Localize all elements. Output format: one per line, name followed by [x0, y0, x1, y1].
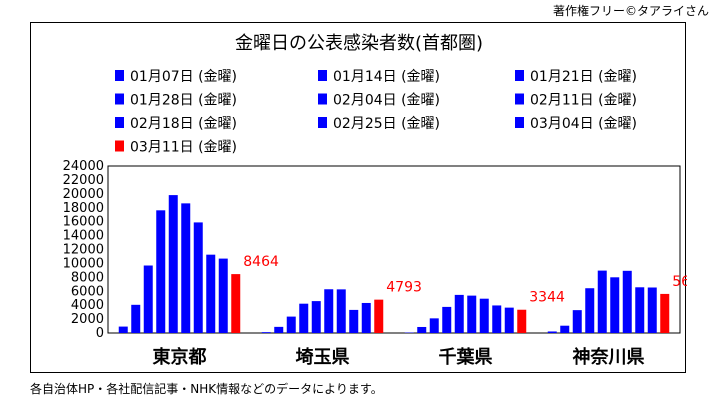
bar	[572, 310, 582, 333]
bar	[610, 277, 620, 333]
bar	[597, 270, 607, 333]
bar	[442, 306, 452, 333]
bar	[218, 258, 228, 333]
x-category-label: 千葉県	[439, 347, 493, 368]
bar	[635, 287, 645, 333]
y-tick-label: 14000	[63, 229, 104, 244]
bar	[467, 295, 477, 333]
legend-swatch	[318, 93, 327, 105]
bar	[324, 289, 334, 333]
bar	[349, 309, 359, 333]
y-tick-label: 20000	[63, 187, 104, 202]
legend-label: 01月14日 (金曜)	[333, 69, 440, 85]
y-tick-label: 4000	[71, 298, 104, 313]
bar	[231, 274, 241, 333]
bar	[492, 305, 502, 333]
bar	[299, 303, 309, 333]
legend: 01月07日 (金曜) 01月14日 (金曜) 01月21日 (金曜) 01月28日 …	[115, 69, 637, 156]
bar	[517, 309, 527, 333]
bar	[622, 270, 632, 333]
credit-text: 著作権フリー©タアライさん	[552, 4, 709, 18]
bar	[647, 287, 657, 333]
bar	[286, 316, 296, 333]
y-tick-label: 6000	[71, 284, 104, 299]
plot-area	[107, 165, 681, 334]
bar-chart: 金曜日の公表感染者数(首都圏) 01月07日 (金曜) 01月14日 (金曜) 01…	[63, 33, 687, 368]
bar	[274, 326, 284, 333]
bar	[585, 288, 595, 333]
bar	[560, 325, 570, 333]
bar	[118, 326, 128, 333]
legend-swatch	[115, 93, 124, 105]
y-tick-label: 12000	[63, 243, 104, 258]
bar	[181, 203, 191, 333]
y-tick-label: 22000	[63, 173, 104, 188]
legend-swatch	[318, 70, 327, 81]
bar	[206, 254, 216, 333]
footnote-text: 各自治体HP・各社配信記事・NHK情報などのデータによります。	[30, 382, 383, 396]
chart-frame: 金曜日の公表感染者数(首都圏) 01月07日 (金曜) 01月14日 (金曜) 01…	[30, 22, 687, 373]
legend-label: 03月04日 (金曜)	[530, 116, 637, 132]
y-tick-label: 2000	[71, 312, 104, 327]
bar	[143, 265, 153, 333]
bar	[131, 304, 141, 333]
y-axis: 0200040006000800010000120001400016000180…	[63, 159, 681, 341]
y-tick-label: 10000	[63, 256, 104, 271]
legend-swatch	[115, 117, 124, 128]
bar	[156, 210, 166, 333]
legend-label: 02月04日 (金曜)	[333, 93, 440, 109]
bar	[261, 332, 271, 333]
bar	[660, 293, 670, 333]
legend-label: 01月28日 (金曜)	[130, 93, 237, 109]
legend-swatch	[515, 117, 524, 128]
bars: 8464 4793 3344 5617	[118, 195, 687, 333]
y-tick-label: 24000	[63, 159, 104, 174]
bar	[374, 299, 384, 333]
legend-swatch	[318, 117, 327, 128]
x-category-label: 東京都	[153, 346, 207, 368]
bar	[168, 195, 178, 333]
x-category-label: 埼玉県	[296, 346, 350, 368]
bar	[311, 301, 321, 333]
data-label: 4793	[386, 280, 422, 296]
y-tick-label: 8000	[71, 270, 104, 285]
legend-swatch	[115, 140, 124, 152]
bar	[193, 222, 203, 333]
legend-swatch	[515, 70, 524, 81]
y-tick-label: 18000	[63, 201, 104, 216]
legend-label: 01月07日 (金曜)	[130, 69, 237, 85]
bar	[429, 318, 439, 333]
legend-label: 03月11日 (金曜)	[130, 140, 237, 156]
bar	[479, 298, 489, 333]
data-label: 3344	[529, 290, 565, 306]
legend-label: 01月21日 (金曜)	[530, 69, 637, 85]
bar	[454, 294, 464, 333]
x-category-label: 神奈川県	[573, 346, 645, 368]
legend-swatch	[515, 93, 524, 105]
x-axis: 東京都 埼玉県 千葉県 神奈川県	[153, 346, 645, 368]
data-label: 5617	[672, 274, 687, 290]
bar	[361, 302, 371, 333]
legend-label: 02月25日 (金曜)	[333, 116, 440, 132]
legend-swatch	[115, 70, 124, 81]
chart-title: 金曜日の公表感染者数(首都圏)	[235, 33, 483, 54]
bar	[336, 289, 346, 333]
bar	[547, 331, 557, 333]
legend-label: 02月18日 (金曜)	[130, 116, 237, 132]
bar	[417, 326, 427, 333]
bar	[504, 307, 514, 333]
y-tick-label: 16000	[63, 215, 104, 230]
data-label: 8464	[243, 254, 279, 270]
y-tick-label: 0	[96, 326, 104, 341]
legend-label: 02月11日 (金曜)	[530, 93, 637, 109]
